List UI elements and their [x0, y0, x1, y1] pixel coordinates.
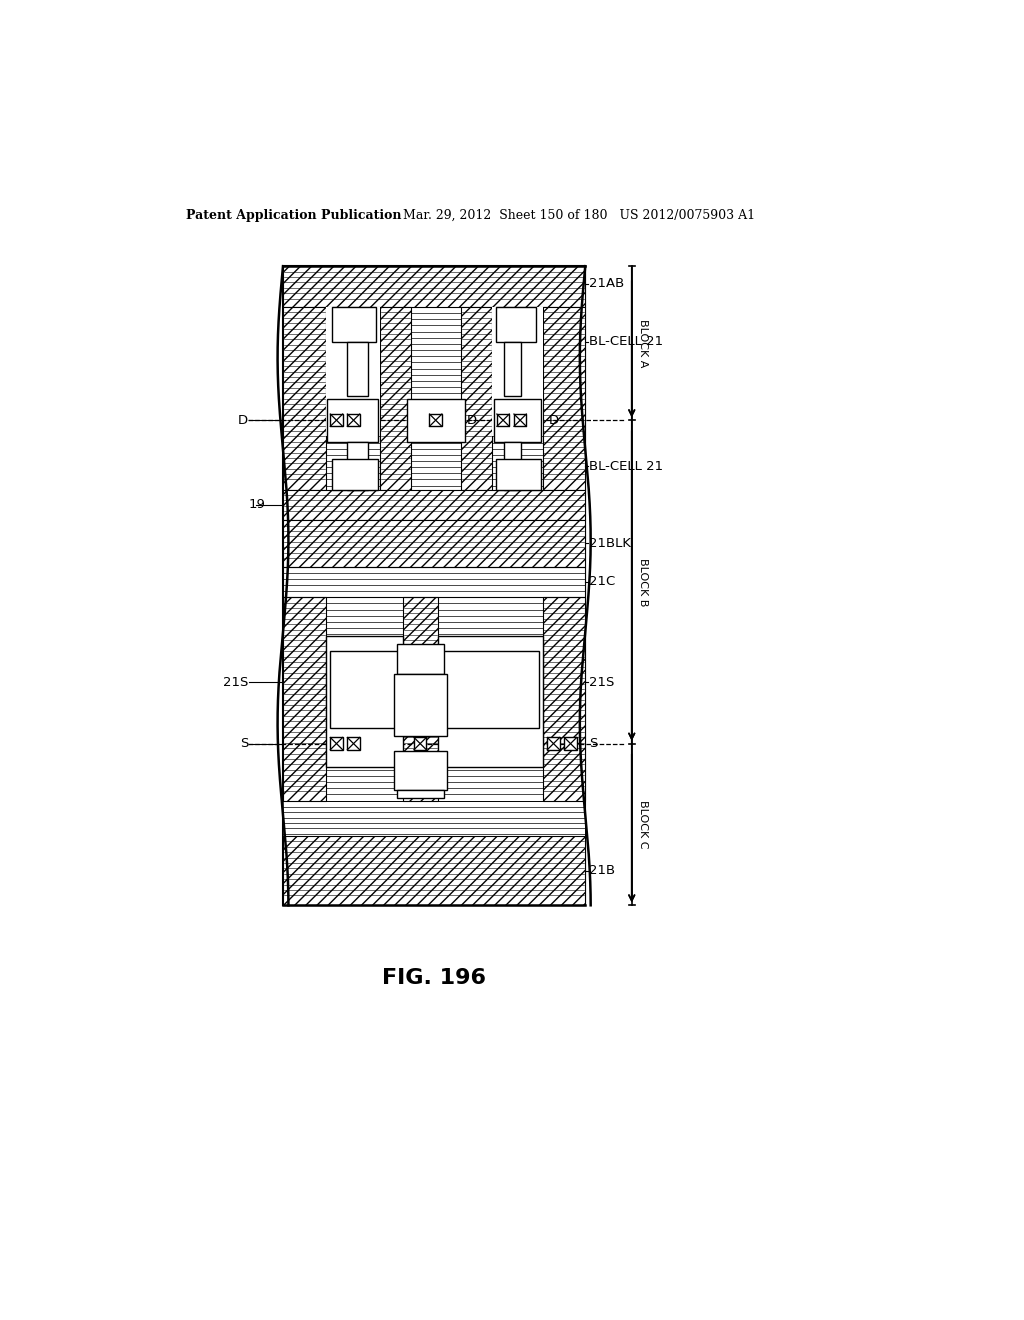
Bar — [283, 267, 586, 308]
Bar — [283, 801, 586, 836]
Bar — [429, 414, 442, 426]
Text: S: S — [365, 737, 373, 750]
Text: 21S: 21S — [223, 676, 248, 689]
Bar — [496, 308, 537, 342]
Text: S: S — [589, 737, 597, 750]
Bar — [326, 308, 380, 436]
Text: 21B: 21B — [589, 865, 615, 878]
Bar — [283, 308, 326, 490]
Bar — [283, 566, 586, 598]
Bar — [414, 738, 426, 750]
Bar — [394, 675, 447, 737]
Bar — [514, 414, 526, 426]
Bar — [347, 442, 369, 490]
Bar — [497, 414, 509, 426]
Text: X4: X4 — [441, 726, 457, 739]
Bar — [407, 399, 465, 442]
Bar — [347, 342, 369, 396]
Text: 21C: 21C — [589, 576, 615, 589]
Bar — [442, 651, 539, 729]
Bar — [332, 459, 378, 490]
Text: 10: 10 — [400, 680, 413, 690]
Text: Patent Application Publication: Patent Application Publication — [186, 209, 401, 222]
Bar — [283, 490, 586, 520]
Bar — [283, 520, 586, 566]
Bar — [332, 308, 376, 342]
Bar — [331, 414, 343, 426]
Bar — [394, 751, 447, 789]
Bar — [283, 801, 586, 836]
Text: X0: X0 — [438, 400, 455, 413]
Text: BLOCK C: BLOCK C — [638, 800, 648, 849]
Text: S: S — [442, 737, 451, 750]
Bar — [461, 308, 493, 490]
Bar — [543, 308, 586, 490]
Text: BL-CELL 21: BL-CELL 21 — [589, 335, 664, 348]
Text: 16: 16 — [392, 672, 408, 685]
Bar — [543, 598, 586, 801]
Bar — [283, 566, 586, 598]
Text: BL-CELL 21: BL-CELL 21 — [589, 459, 664, 473]
Bar — [283, 267, 586, 906]
Text: FIG. 196: FIG. 196 — [382, 969, 486, 989]
Text: 21S: 21S — [589, 676, 614, 689]
Text: D: D — [549, 413, 559, 426]
Text: D: D — [366, 413, 376, 426]
Bar — [328, 399, 378, 442]
Bar — [380, 308, 411, 490]
Text: BLOCK B: BLOCK B — [638, 558, 648, 606]
Bar — [504, 442, 521, 490]
Bar — [283, 308, 586, 490]
Bar — [564, 738, 577, 750]
Text: S: S — [240, 737, 248, 750]
Bar — [397, 644, 444, 675]
Bar — [283, 598, 586, 801]
Bar — [347, 414, 359, 426]
Text: Mar. 29, 2012  Sheet 150 of 180   US 2012/0075903 A1: Mar. 29, 2012 Sheet 150 of 180 US 2012/0… — [403, 209, 756, 222]
Bar — [397, 789, 444, 797]
Bar — [438, 636, 543, 767]
Bar — [330, 651, 399, 729]
Text: D: D — [238, 413, 248, 426]
Text: 10: 10 — [400, 781, 413, 792]
Bar — [347, 738, 359, 750]
Bar — [504, 342, 521, 396]
Text: 19: 19 — [248, 499, 265, 511]
Bar — [547, 738, 560, 750]
Text: 14: 14 — [392, 772, 408, 785]
Bar — [326, 636, 403, 767]
Bar — [331, 738, 343, 750]
Bar — [283, 598, 326, 801]
Text: 21BLK: 21BLK — [589, 537, 631, 550]
Bar — [403, 598, 438, 801]
Text: BLOCK A: BLOCK A — [638, 319, 648, 367]
Bar — [494, 399, 541, 442]
Bar — [283, 836, 586, 906]
Text: 21AB: 21AB — [589, 277, 625, 290]
Bar — [496, 459, 541, 490]
Text: D: D — [467, 413, 477, 426]
Bar — [493, 308, 543, 436]
